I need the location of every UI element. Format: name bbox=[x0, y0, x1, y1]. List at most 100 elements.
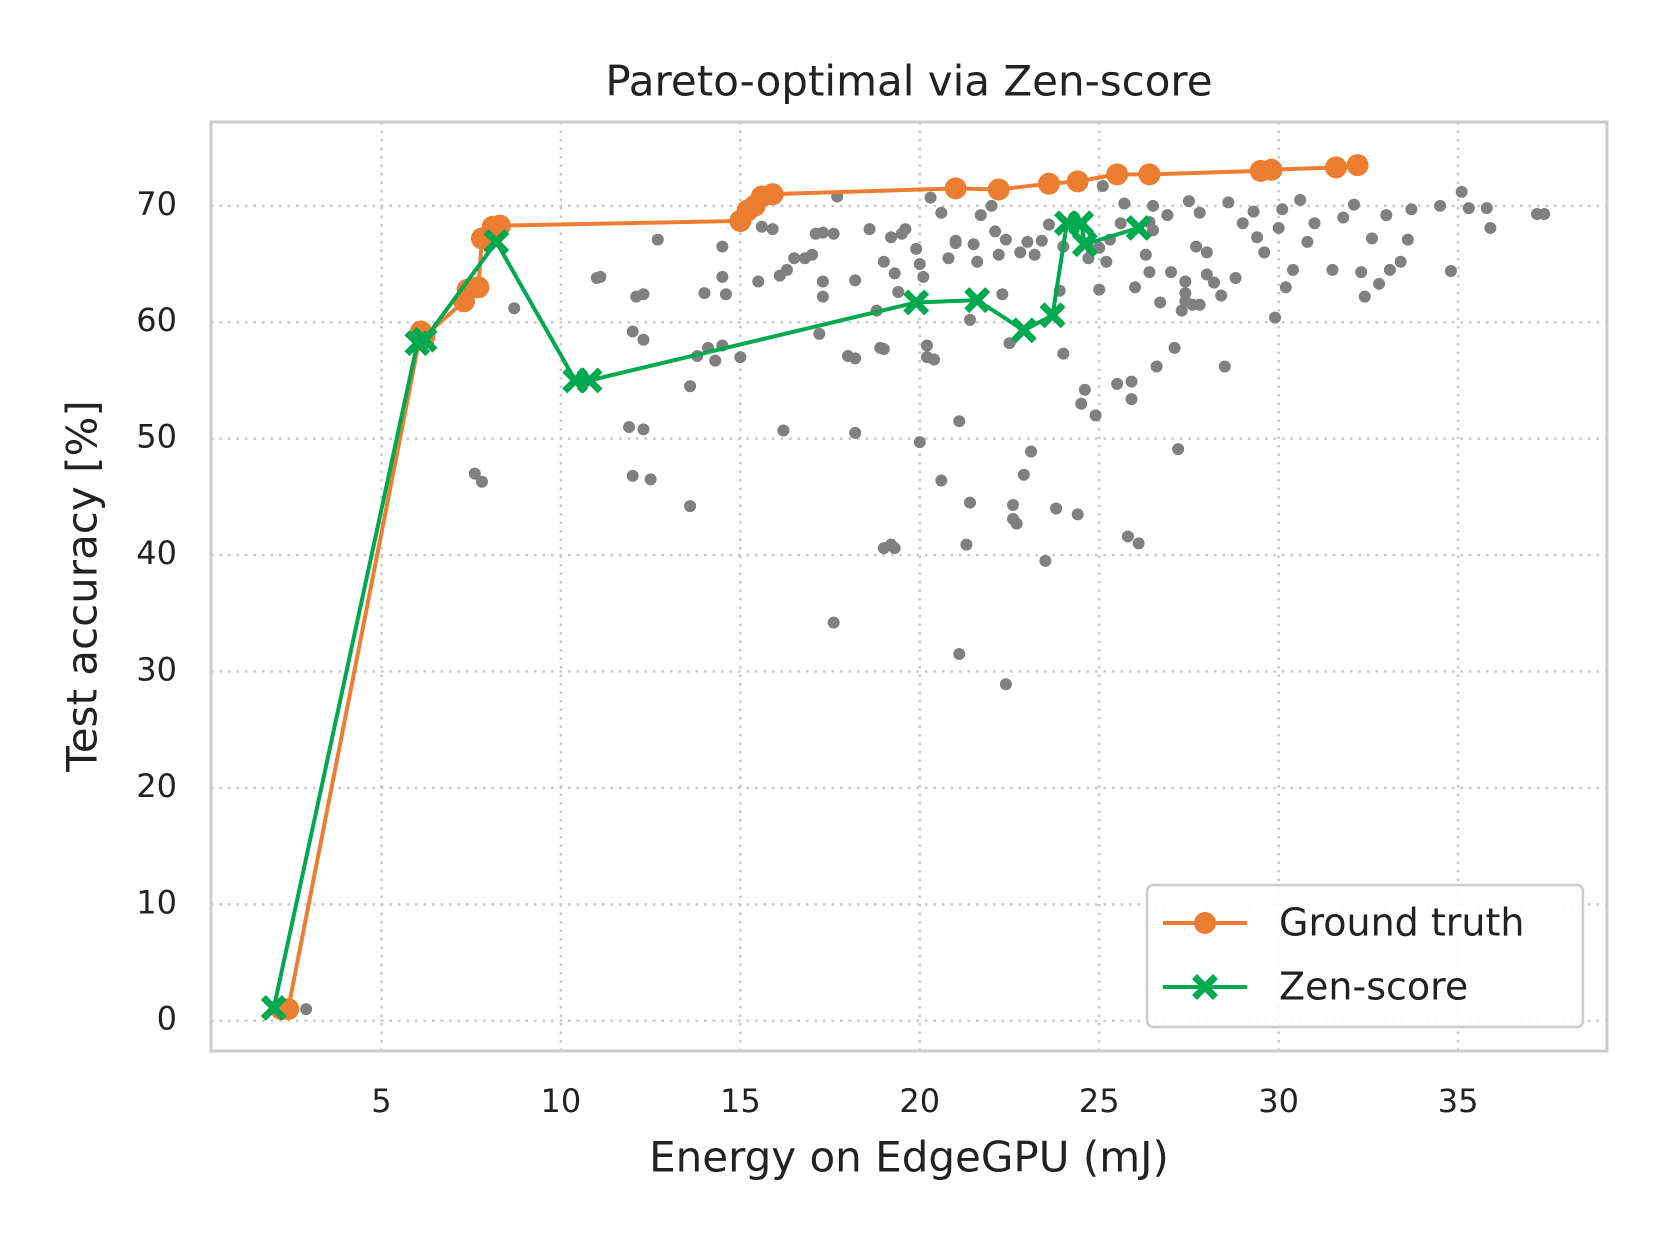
point bbox=[1089, 409, 1102, 422]
y-tick-label: 30 bbox=[136, 650, 177, 688]
point bbox=[1286, 263, 1299, 276]
point bbox=[1236, 217, 1249, 230]
point bbox=[1247, 205, 1260, 218]
point bbox=[1037, 172, 1060, 195]
point bbox=[1175, 304, 1188, 317]
point bbox=[1272, 221, 1285, 234]
point bbox=[1538, 207, 1551, 220]
point bbox=[1068, 210, 1095, 237]
legend-box bbox=[1145, 883, 1585, 1029]
point bbox=[953, 415, 966, 428]
y-axis-label: Test accuracy [%] bbox=[58, 400, 107, 773]
point bbox=[1346, 154, 1369, 177]
point bbox=[626, 325, 639, 338]
point bbox=[1208, 276, 1221, 289]
point bbox=[899, 223, 912, 236]
point bbox=[1380, 209, 1393, 222]
point bbox=[1480, 202, 1493, 215]
point bbox=[964, 496, 977, 509]
point bbox=[885, 231, 898, 244]
point bbox=[935, 474, 948, 487]
point bbox=[1301, 235, 1314, 248]
point bbox=[1325, 156, 1348, 179]
point bbox=[1294, 193, 1307, 206]
point bbox=[780, 263, 793, 276]
point bbox=[827, 616, 840, 629]
point bbox=[467, 276, 490, 299]
point bbox=[734, 351, 747, 364]
point bbox=[1075, 397, 1088, 410]
point bbox=[877, 343, 890, 356]
point bbox=[1444, 265, 1457, 278]
x-tick-label: 25 bbox=[1079, 1082, 1120, 1120]
point bbox=[1118, 197, 1131, 210]
point bbox=[1132, 537, 1145, 550]
point bbox=[1347, 198, 1360, 211]
point bbox=[1125, 214, 1152, 241]
point bbox=[1039, 302, 1066, 329]
x-tick-label: 20 bbox=[899, 1082, 940, 1120]
point bbox=[719, 288, 732, 301]
point bbox=[1405, 203, 1418, 216]
point bbox=[1269, 311, 1282, 324]
point bbox=[1215, 289, 1228, 302]
point bbox=[1258, 246, 1271, 259]
point bbox=[827, 227, 840, 240]
point bbox=[1434, 199, 1447, 212]
point bbox=[709, 354, 722, 367]
point bbox=[1100, 255, 1113, 268]
point bbox=[644, 473, 657, 486]
point bbox=[626, 469, 639, 482]
point bbox=[637, 333, 650, 346]
point bbox=[1096, 180, 1109, 193]
point bbox=[651, 233, 664, 246]
point bbox=[1042, 218, 1055, 231]
y-tick-label: 60 bbox=[136, 301, 177, 339]
point bbox=[1138, 163, 1161, 186]
point bbox=[967, 238, 980, 251]
point bbox=[1025, 445, 1038, 458]
x-tick-label: 5 bbox=[371, 1082, 391, 1120]
point bbox=[1010, 317, 1037, 344]
point bbox=[1129, 281, 1142, 294]
x-axis-label: Energy on EdgeGPU (mJ) bbox=[649, 1133, 1169, 1182]
point bbox=[888, 267, 901, 280]
point bbox=[755, 220, 768, 233]
point bbox=[777, 424, 790, 437]
point bbox=[1125, 393, 1138, 406]
point bbox=[1182, 195, 1195, 208]
point bbox=[1168, 341, 1181, 354]
point bbox=[411, 326, 438, 353]
point bbox=[1014, 246, 1027, 259]
x-tick-label: 30 bbox=[1258, 1082, 1299, 1120]
point bbox=[1365, 232, 1378, 245]
point bbox=[888, 542, 901, 555]
point bbox=[1057, 347, 1070, 360]
point bbox=[964, 313, 977, 326]
y-tick-label: 0 bbox=[157, 1000, 177, 1038]
y-tick-label: 20 bbox=[136, 767, 177, 805]
point bbox=[576, 367, 603, 394]
point bbox=[1394, 255, 1407, 268]
point bbox=[1462, 202, 1475, 215]
point bbox=[1190, 240, 1203, 253]
point bbox=[920, 339, 933, 352]
point bbox=[1093, 283, 1106, 296]
point bbox=[989, 225, 1002, 238]
chart-title: Pareto-optimal via Zen-score bbox=[605, 57, 1212, 106]
point bbox=[996, 288, 1009, 301]
point bbox=[1106, 163, 1129, 186]
point bbox=[924, 191, 937, 204]
y-tick-label: 10 bbox=[136, 883, 177, 921]
point bbox=[1071, 231, 1098, 258]
point bbox=[1193, 298, 1206, 311]
point bbox=[816, 275, 829, 288]
point bbox=[903, 289, 930, 316]
point bbox=[877, 255, 890, 268]
point bbox=[1455, 185, 1468, 198]
point bbox=[1150, 360, 1163, 373]
point bbox=[1326, 263, 1339, 276]
point bbox=[1260, 158, 1283, 181]
point bbox=[1121, 530, 1134, 543]
